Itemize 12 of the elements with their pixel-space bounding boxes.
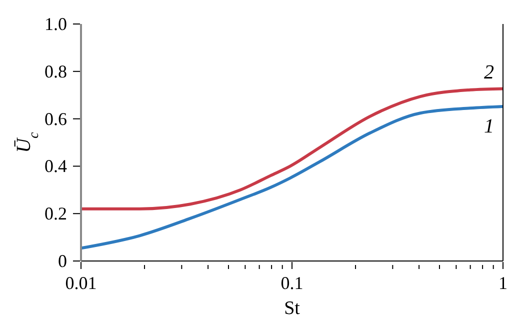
y-tick-label: 0.6 (44, 108, 67, 129)
y-tick-label: 0.4 (44, 156, 67, 176)
x-tick-label: 0.1 (280, 273, 304, 293)
series-label: 1 (484, 115, 494, 138)
x-tick-label: 0.01 (65, 273, 97, 293)
y-tick-label: 0.8 (44, 61, 67, 82)
x-axis-title: St (284, 298, 301, 319)
y-tick-label: 1.0 (44, 14, 67, 34)
series-label: 2 (484, 62, 494, 84)
y-tick-label: 0 (58, 251, 67, 271)
y-tick-label: 0.2 (44, 204, 67, 224)
x-tick-label: 1 (498, 273, 508, 293)
